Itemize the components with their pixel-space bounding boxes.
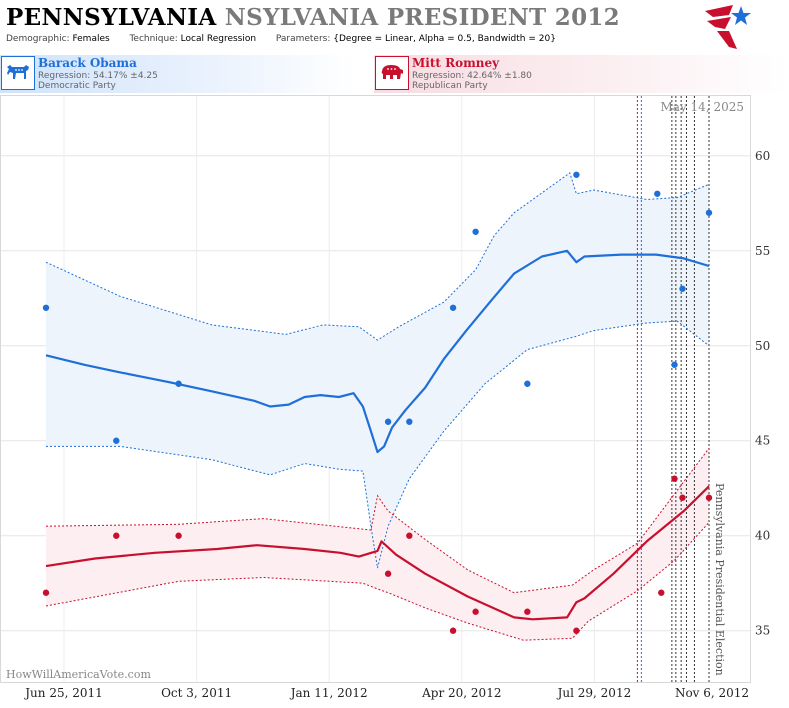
plot-frame	[0, 95, 751, 683]
romney-poll-point	[175, 532, 182, 539]
obama-confidence-band	[46, 172, 709, 568]
regression-obama: Regression: 54.17% ±4.25	[38, 71, 158, 81]
x-tick-label: Apr 20, 2012	[421, 686, 501, 700]
regression-chart: May 14, 2025 HowWillAmericaVote.com Penn…	[0, 95, 770, 700]
y-tick-label: 50	[755, 339, 770, 353]
header: PENNSYLVANIA NSYLVANIA PRESIDENT 2012 De…	[0, 0, 789, 55]
date-stamp: May 14, 2025	[661, 100, 744, 114]
romney-poll-point	[679, 494, 686, 501]
obama-poll-point	[472, 228, 479, 235]
obama-poll-point	[384, 418, 392, 425]
parameters-line: Demographic: Females Technique: Local Re…	[6, 34, 556, 44]
watermark-text: HowWillAmericaVote.com	[6, 668, 151, 681]
x-tick-label: Oct 3, 2011	[161, 686, 232, 700]
romney-poll-point	[472, 608, 479, 615]
romney-trend-line	[45, 485, 710, 621]
obama-lower-bound	[46, 320, 710, 569]
romney-poll-point	[406, 532, 413, 539]
y-tick-label: 55	[755, 244, 770, 258]
romney-poll-point	[113, 532, 120, 539]
y-tick-label: 45	[755, 434, 770, 448]
demographic-label: Demographic:	[6, 34, 70, 44]
x-tick-label: Jul 29, 2012	[556, 686, 632, 700]
republican-elephant-icon	[375, 56, 409, 90]
obama-poll-point	[679, 285, 686, 292]
democratic-donkey-icon	[1, 56, 35, 90]
party-romney: Republican Party	[412, 81, 488, 91]
x-tick-label: Jun 25, 2011	[23, 686, 103, 700]
obama-poll-point	[113, 437, 120, 444]
page-title: PENNSYLVANIA NSYLVANIA PRESIDENT 2012	[6, 4, 620, 31]
obama-poll-point	[705, 209, 713, 216]
title-rest: NSYLVANIA PRESIDENT 2012	[224, 4, 620, 31]
brand-logo-icon[interactable]	[703, 3, 753, 51]
obama-poll-point	[654, 190, 661, 197]
romney-poll-point	[573, 627, 580, 634]
candidate-name-romney: Mitt Romney	[412, 56, 500, 70]
obama-upper-bound	[45, 172, 710, 341]
romney-poll-point	[449, 627, 457, 634]
event-label: Pennsylvania Presidential Election	[713, 483, 726, 676]
candidate-panel-obama[interactable]: Barack Obama Regression: 54.17% ±4.25 De…	[0, 55, 355, 93]
obama-poll-point	[175, 380, 182, 387]
title-state: PENNSYLVANIA	[6, 4, 217, 31]
obama-trend-line	[45, 249, 710, 454]
y-tick-label: 35	[755, 624, 770, 638]
romney-poll-point	[42, 589, 50, 596]
x-tick-label: Jan 11, 2012	[289, 686, 368, 700]
obama-poll-point	[524, 380, 531, 387]
romney-poll-point	[384, 570, 392, 577]
party-obama: Democratic Party	[38, 81, 116, 91]
obama-poll-point	[573, 171, 580, 178]
romney-poll-point	[671, 475, 678, 482]
candidate-name-obama: Barack Obama	[38, 56, 137, 70]
candidate-panel-romney[interactable]: Mitt Romney Regression: 42.64% ±1.80 Rep…	[374, 55, 789, 93]
obama-poll-point	[42, 304, 50, 311]
y-tick-label: 40	[755, 529, 770, 543]
technique-label: Technique:	[129, 34, 178, 44]
x-tick-label: Nov 6, 2012	[675, 686, 749, 700]
romney-lower-bound	[45, 522, 710, 641]
technique-value: Local Regression	[180, 34, 257, 44]
romney-poll-point	[524, 608, 531, 615]
romney-confidence-band	[46, 448, 709, 641]
regression-romney: Regression: 42.64% ±1.80	[412, 71, 532, 81]
romney-poll-point	[705, 494, 713, 501]
obama-poll-point	[449, 304, 457, 311]
parameters-label: Parameters:	[275, 34, 331, 44]
parameters-value: {Degree = Linear, Alpha = 0.5, Bandwidth…	[333, 34, 556, 44]
romney-upper-bound	[45, 447, 710, 594]
demographic-value: Females	[72, 34, 110, 44]
obama-poll-point	[406, 418, 413, 425]
chart-area: May 14, 2025 HowWillAmericaVote.com Penn…	[0, 95, 789, 704]
romney-poll-point	[658, 589, 665, 596]
y-tick-label: 60	[755, 149, 770, 163]
obama-poll-point	[671, 361, 678, 368]
